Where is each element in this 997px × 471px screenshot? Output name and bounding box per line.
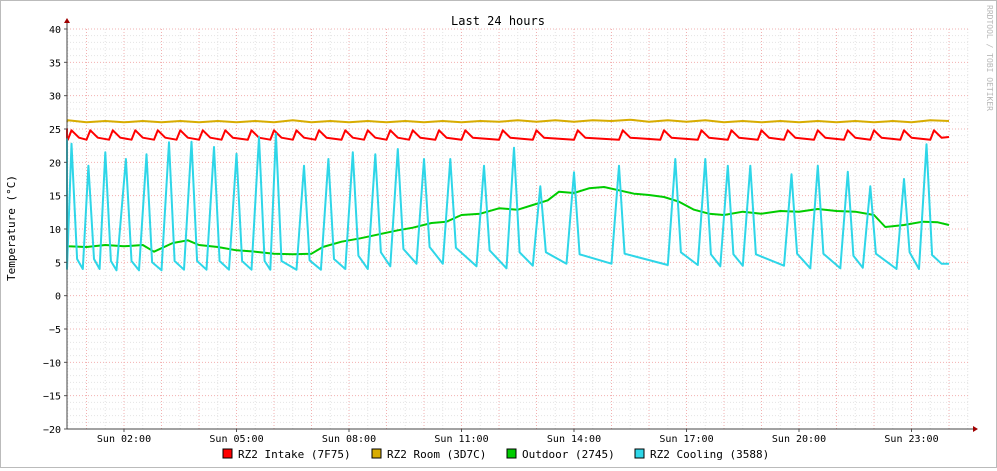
y-tick-label: 20 [49,158,61,169]
axes-layer: 40 35 30 25 20 15 10 5 0 −5 −10 −15 −20 Sun 02:00 Sun … [43,18,978,445]
legend: RZ2 Intake (7F75) RZ2 Room (3D7C) Outdoor … [222,448,769,461]
legend-label: RZ2 Cooling (3588) [650,448,769,461]
y-tick-label: 0 [55,292,61,303]
y-axis-arrow-icon [64,18,70,23]
x-tick-label: Sun 02:00 [97,434,151,445]
y-tick-label: 5 [55,258,61,269]
y-tick-label: 30 [49,92,61,103]
legend-swatch [634,448,645,459]
x-tick-label: Sun 23:00 [884,434,938,445]
series-layer [66,118,950,272]
x-tick-label: Sun 14:00 [547,434,601,445]
x-tick-label: Sun 08:00 [322,434,376,445]
x-tick-label: Sun 20:00 [772,434,826,445]
y-tick-label: −20 [43,425,61,436]
y-tick-label: 15 [49,192,61,203]
legend-swatch [371,448,382,459]
y-tick-label: −10 [43,358,61,369]
y-tick-label: 40 [49,25,61,36]
series-line-0 [66,128,950,141]
y-tick-label: 25 [49,125,61,136]
series-line-1 [66,118,950,124]
x-tick-label: Sun 17:00 [659,434,713,445]
legend-label: RZ2 Intake (7F75) [238,448,351,461]
chart-title: Last 24 hours [451,14,545,28]
rrdtool-watermark: RRDTOOL / TOBI OETIKER [985,5,994,111]
x-axis-arrow-icon [973,426,978,432]
legend-swatch [506,448,517,459]
y-tick-label: −15 [43,392,61,403]
x-tick-label: Sun 05:00 [209,434,263,445]
legend-label: Outdoor (2745) [522,448,615,461]
series-line-3 [66,132,949,272]
y-axis-label: Temperature (°C) [5,175,18,281]
legend-swatch [222,448,233,459]
y-tick-label: −5 [49,325,61,336]
y-tick-label: 35 [49,58,61,69]
y-tick-label: 10 [49,225,61,236]
legend-label: RZ2 Room (3D7C) [387,448,486,461]
x-tick-label: Sun 11:00 [434,434,488,445]
